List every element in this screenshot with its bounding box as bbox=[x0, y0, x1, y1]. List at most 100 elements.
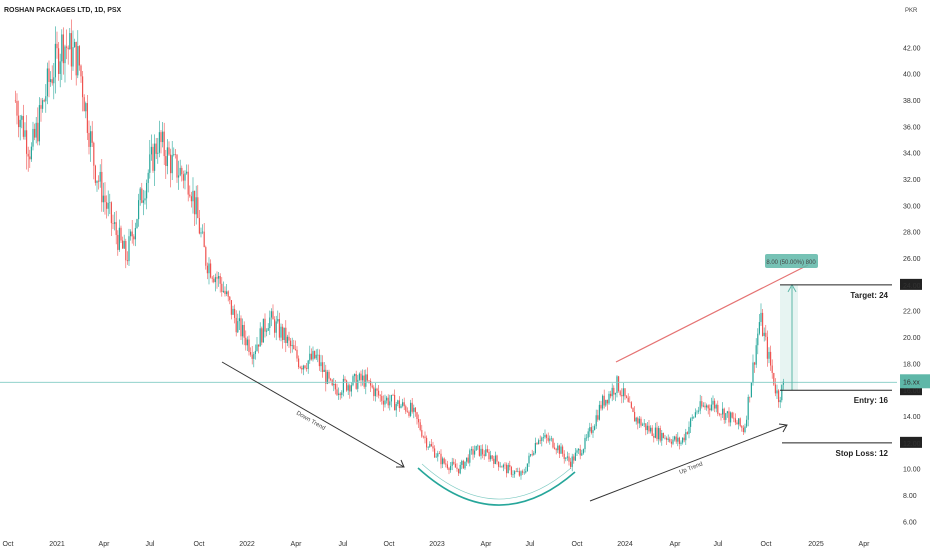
candle-body bbox=[105, 202, 108, 209]
candle-body bbox=[489, 455, 492, 460]
candle-body bbox=[669, 438, 671, 442]
candle-body bbox=[637, 417, 639, 424]
candle-body bbox=[369, 380, 372, 386]
candle-body bbox=[283, 327, 285, 340]
candle-body bbox=[53, 77, 55, 84]
x-tick-label: Jul bbox=[339, 541, 348, 548]
candle-body bbox=[169, 154, 172, 174]
candle-body bbox=[219, 276, 221, 284]
candle-body bbox=[525, 471, 527, 473]
candle-body bbox=[521, 471, 524, 473]
down-trend-line[interactable] bbox=[221, 361, 405, 468]
candle-body bbox=[59, 61, 61, 74]
candle-body bbox=[161, 131, 164, 143]
candle-body bbox=[323, 369, 325, 372]
candle-body bbox=[110, 202, 112, 224]
candle-body bbox=[507, 465, 509, 474]
candle-body bbox=[46, 68, 48, 97]
candle-body bbox=[419, 422, 421, 431]
candle-body bbox=[766, 336, 768, 359]
price-axis[interactable]: 6.00 8.00 10.00 12.00 14.00 16.00 18.00 20.00 22… bbox=[897, 0, 932, 550]
candle-body bbox=[358, 373, 360, 380]
candle-body bbox=[576, 450, 578, 453]
candle-body bbox=[24, 130, 26, 137]
candle-body bbox=[267, 328, 269, 331]
candle-body bbox=[744, 426, 746, 433]
candle-body bbox=[80, 65, 82, 77]
candle-body bbox=[77, 46, 79, 76]
candle-body bbox=[571, 456, 573, 467]
candle-body bbox=[253, 354, 255, 359]
candle-body bbox=[126, 260, 128, 262]
x-tick-label: Apr bbox=[481, 541, 493, 548]
candle-body bbox=[542, 437, 544, 438]
x-tick-label: Oct bbox=[572, 541, 583, 548]
candle-body bbox=[509, 465, 511, 467]
candle-body bbox=[163, 131, 165, 157]
candle-body bbox=[254, 350, 256, 355]
candle-body bbox=[273, 319, 276, 333]
candle-body bbox=[745, 419, 748, 427]
candle-body bbox=[350, 385, 352, 392]
candle-body bbox=[198, 218, 200, 234]
candle-body bbox=[728, 411, 730, 423]
candle-body bbox=[449, 465, 452, 471]
candle-body bbox=[736, 422, 738, 425]
candle-body bbox=[421, 430, 423, 437]
candle-body bbox=[678, 437, 680, 444]
candle-body bbox=[54, 43, 56, 78]
candle-body bbox=[574, 452, 576, 461]
candle-body bbox=[133, 236, 135, 240]
candle-body bbox=[694, 412, 696, 418]
candle-body bbox=[312, 351, 314, 360]
candle-body bbox=[56, 43, 58, 49]
x-tick-label: Apr bbox=[99, 541, 111, 548]
candle-body bbox=[86, 103, 88, 133]
candle-body bbox=[221, 283, 223, 292]
up-trend-line[interactable] bbox=[589, 424, 788, 502]
rounding-bottom-arc[interactable] bbox=[417, 467, 576, 506]
candle-body bbox=[78, 46, 80, 66]
candle-body bbox=[395, 404, 397, 411]
candle-body bbox=[65, 46, 68, 48]
y-tick-label: 38.00 bbox=[903, 98, 921, 105]
candle-body bbox=[446, 464, 448, 469]
candle-body bbox=[150, 146, 152, 155]
candle-body bbox=[494, 455, 496, 464]
candle-body bbox=[368, 380, 370, 382]
candle-body bbox=[750, 382, 752, 398]
candle-body bbox=[705, 405, 708, 408]
candle-body bbox=[117, 234, 119, 250]
candle-body bbox=[401, 402, 404, 406]
candle-body bbox=[309, 353, 311, 361]
target-projection-line[interactable] bbox=[615, 264, 809, 363]
candle-body bbox=[390, 394, 392, 402]
candle-body bbox=[771, 365, 773, 373]
candle-body bbox=[657, 428, 660, 440]
candle-body bbox=[605, 399, 607, 406]
candle-body bbox=[733, 417, 735, 419]
candle-body bbox=[664, 437, 666, 439]
candle-body bbox=[237, 321, 239, 333]
x-tick-label: Oct bbox=[194, 541, 205, 548]
time-axis[interactable]: Oct 2021 Apr Jul Oct 2022 Apr Jul Oct 2023 Apr Jul O… bbox=[3, 541, 871, 548]
candle-body bbox=[251, 354, 253, 359]
x-tick-label: 2024 bbox=[617, 541, 633, 548]
candle-body bbox=[112, 223, 114, 224]
candle-body bbox=[779, 400, 781, 403]
candle-body bbox=[413, 407, 415, 412]
candle-body bbox=[613, 387, 615, 395]
candle-body bbox=[701, 401, 703, 407]
candle-body bbox=[94, 165, 96, 183]
candle-body bbox=[614, 393, 616, 395]
candle-body bbox=[147, 172, 149, 183]
candle-body bbox=[536, 443, 538, 445]
candle-body bbox=[174, 154, 176, 155]
candle-body bbox=[752, 362, 754, 383]
candle-body bbox=[573, 456, 575, 461]
candle-body bbox=[205, 247, 207, 266]
measure-badge-label: 8.00 (50.00%) 800 bbox=[766, 260, 816, 266]
candle-body bbox=[91, 131, 93, 143]
candle-body bbox=[155, 143, 157, 154]
